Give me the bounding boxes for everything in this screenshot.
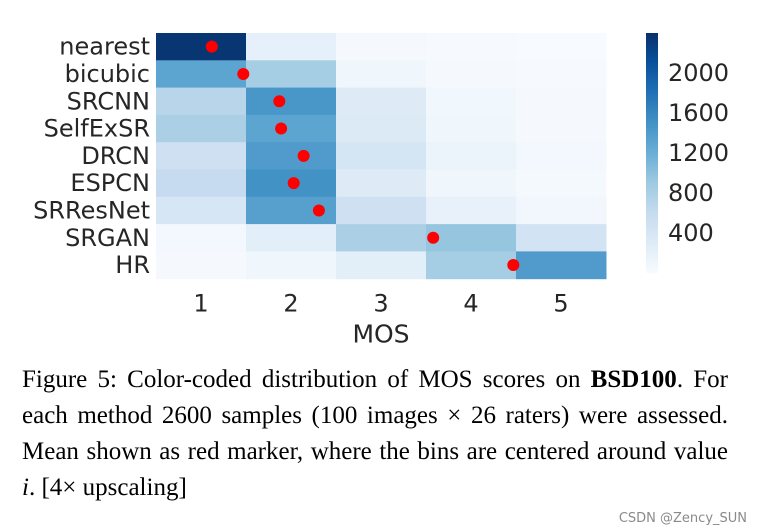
heatmap-cell	[156, 224, 247, 252]
row-label: SRGAN	[65, 224, 150, 252]
heatmap-cell	[426, 142, 517, 170]
heatmap-cell	[336, 224, 427, 252]
heatmap-cell	[336, 196, 427, 225]
row-label: ESPCN	[70, 169, 150, 197]
heatmap-cell	[336, 87, 427, 116]
heatmap-cell	[156, 33, 247, 61]
heatmap-cell	[156, 60, 247, 89]
heatmap-cell	[156, 196, 247, 225]
figure-caption: Figure 5: Color-coded distribution of MO…	[22, 362, 728, 506]
heatmap-cell	[426, 196, 517, 225]
heatmap-cell	[516, 87, 607, 116]
heatmap-cell	[156, 87, 247, 116]
heatmap-cell	[246, 33, 337, 61]
heatmap-cell	[426, 87, 517, 116]
colorbar-tick-label: 1200	[668, 139, 729, 167]
heatmap-cell	[246, 87, 337, 116]
caption-variable: i	[22, 474, 29, 501]
mean-marker	[507, 259, 520, 272]
heatmap-cell	[516, 142, 607, 170]
heatmap-cell	[336, 142, 427, 170]
column-label: 2	[283, 290, 298, 318]
column-label: 4	[463, 290, 478, 318]
heatmap-cell	[426, 169, 517, 198]
heatmap-cell	[156, 114, 247, 143]
heatmap-cell	[336, 33, 427, 61]
heatmap-cell	[336, 60, 427, 89]
mean-marker	[205, 40, 218, 53]
row-label: HR	[115, 251, 150, 279]
heatmap-cell	[246, 60, 337, 89]
colorbar-tick-label: 400	[668, 219, 714, 247]
row-label: DRCN	[81, 142, 150, 170]
colorbar-tick-label: 800	[668, 179, 714, 207]
mean-marker	[275, 122, 288, 135]
column-label: 1	[193, 290, 208, 318]
caption-dataset: BSD100	[590, 366, 677, 393]
column-label: 3	[373, 290, 388, 318]
mean-marker	[273, 95, 286, 108]
heatmap-cell	[426, 60, 517, 89]
x-axis-title: MOS	[352, 320, 409, 349]
heatmap-cell	[246, 114, 337, 143]
caption-middle: . For each method 2600 samples (100 imag…	[22, 366, 729, 465]
row-label: SRCNN	[67, 87, 150, 115]
heatmap-cell	[246, 142, 337, 170]
heatmap-cell	[516, 224, 607, 252]
mean-marker	[297, 149, 310, 162]
caption-suffix: . [4× upscaling]	[28, 474, 187, 501]
row-label: bicubic	[65, 60, 150, 88]
heatmap-chart: nearestbicubicSRCNNSelfExSRDRCNESPCNSRRe…	[33, 33, 729, 349]
heatmap-cell	[516, 114, 607, 143]
heatmap-cell	[246, 224, 337, 252]
heatmap-cell	[156, 251, 247, 280]
column-label: 5	[553, 290, 568, 318]
caption-prefix: Figure 5: Color-coded distribution of MO…	[22, 366, 581, 393]
heatmap-cell	[246, 251, 337, 280]
row-label: SelfExSR	[44, 115, 150, 143]
heatmap-cell	[516, 169, 607, 198]
heatmap-cell	[156, 169, 247, 198]
mean-marker	[427, 231, 440, 244]
row-label: nearest	[59, 33, 150, 61]
mean-marker	[287, 177, 300, 190]
heatmap-cell	[426, 114, 517, 143]
mean-marker	[312, 204, 325, 217]
heatmap-cell	[516, 251, 607, 280]
heatmap-cell	[336, 169, 427, 198]
colorbar-tick-label: 1600	[668, 99, 729, 127]
watermark: CSDN @Zency_SUN	[618, 511, 747, 526]
heatmap-cell	[336, 251, 427, 280]
colorbar	[646, 33, 658, 273]
heatmap-cell	[426, 251, 517, 280]
heatmap-cell	[516, 33, 607, 61]
heatmap-cell	[516, 60, 607, 89]
row-label: SRResNet	[33, 196, 150, 224]
heatmap-cell	[156, 142, 247, 170]
heatmap-cell	[426, 224, 517, 252]
mean-marker	[237, 67, 250, 80]
heatmap-cell	[336, 114, 427, 143]
heatmap-cell	[426, 33, 517, 61]
heatmap-cell	[516, 196, 607, 225]
colorbar-tick-label: 2000	[668, 59, 729, 87]
